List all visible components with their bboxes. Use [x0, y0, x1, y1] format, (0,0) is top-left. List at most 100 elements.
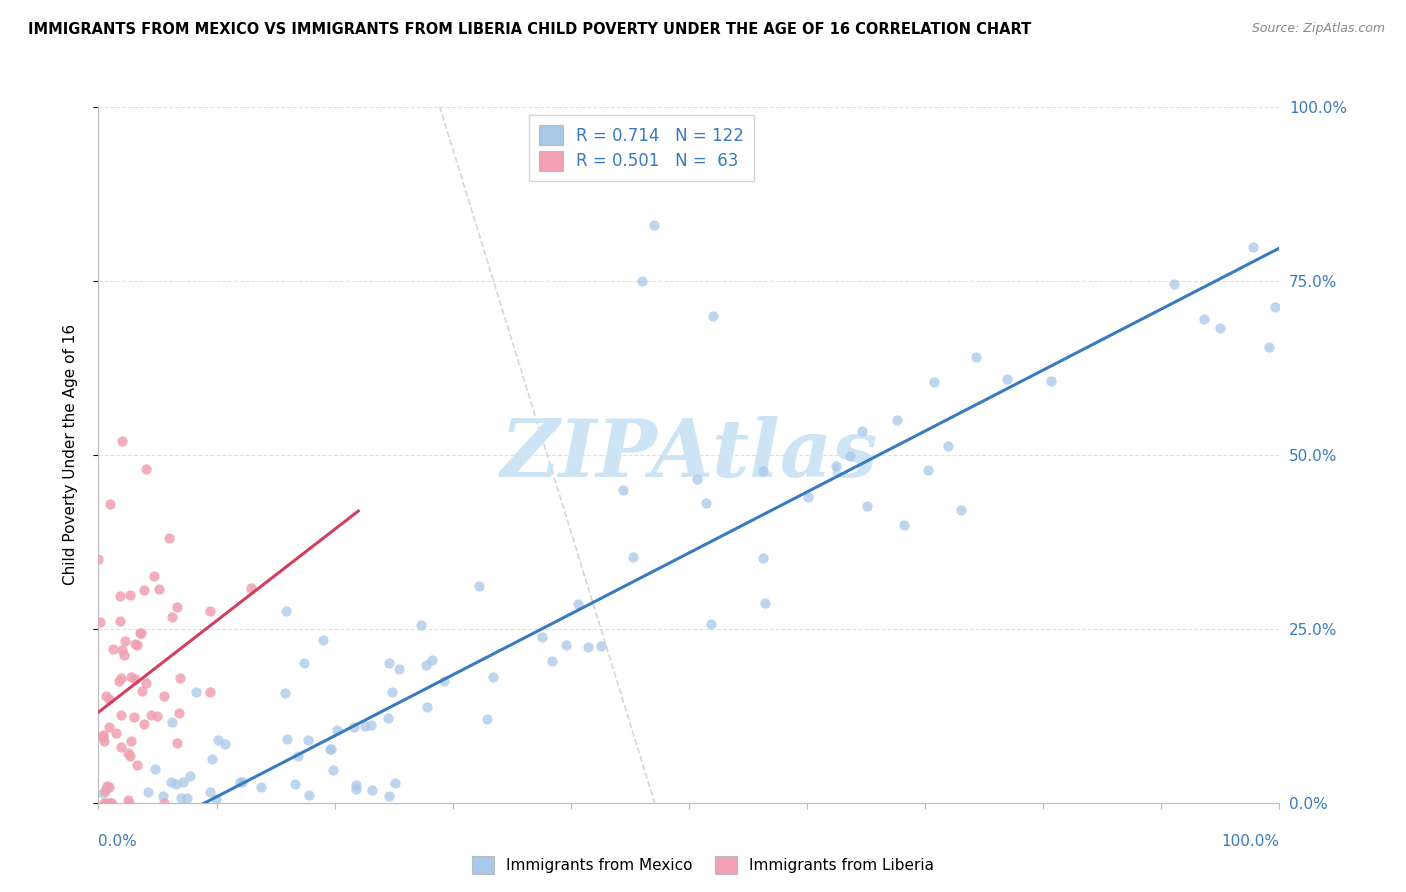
Point	[965, 350, 987, 364]
Point	[201, 752, 224, 766]
Point	[100, 796, 122, 810]
Point	[134, 716, 156, 731]
Point	[381, 684, 404, 698]
Point	[886, 412, 908, 426]
Point	[1264, 300, 1286, 314]
Point	[114, 837, 136, 851]
Point	[287, 749, 309, 764]
Point	[630, 274, 652, 288]
Point	[197, 874, 219, 888]
Point	[247, 814, 270, 829]
Point	[111, 643, 134, 657]
Point	[415, 657, 437, 672]
Text: 0.0%: 0.0%	[98, 834, 138, 849]
Point	[97, 780, 120, 794]
Point	[124, 637, 146, 651]
Point	[274, 686, 297, 700]
Point	[166, 736, 188, 750]
Y-axis label: Child Poverty Under the Age of 16: Child Poverty Under the Age of 16	[63, 325, 77, 585]
Point	[917, 463, 939, 477]
Point	[250, 780, 273, 795]
Legend: Immigrants from Mexico, Immigrants from Liberia: Immigrants from Mexico, Immigrants from …	[465, 850, 941, 880]
Point	[752, 550, 775, 565]
Point	[112, 648, 135, 662]
Point	[132, 583, 155, 598]
Point	[96, 780, 118, 795]
Point	[135, 676, 157, 690]
Point	[129, 626, 152, 640]
Point	[377, 711, 399, 725]
Point	[686, 472, 709, 486]
Point	[87, 552, 110, 566]
Point	[129, 626, 152, 640]
Point	[591, 639, 613, 653]
Point	[1192, 312, 1215, 326]
Point	[120, 670, 142, 684]
Point	[378, 656, 401, 670]
Point	[174, 838, 197, 852]
Point	[322, 763, 344, 777]
Text: IMMIGRANTS FROM MEXICO VS IMMIGRANTS FROM LIBERIA CHILD POVERTY UNDER THE AGE OF: IMMIGRANTS FROM MEXICO VS IMMIGRANTS FRO…	[28, 22, 1032, 37]
Point	[125, 758, 148, 772]
Point	[117, 746, 139, 760]
Point	[754, 596, 776, 610]
Point	[157, 532, 180, 546]
Point	[240, 581, 263, 595]
Point	[217, 832, 239, 847]
Point	[96, 797, 118, 811]
Point	[360, 782, 382, 797]
Point	[578, 640, 600, 654]
Point	[856, 500, 879, 514]
Point	[110, 671, 132, 685]
Point	[89, 615, 111, 630]
Point	[482, 670, 505, 684]
Point	[153, 689, 176, 703]
Point	[567, 597, 589, 611]
Point	[160, 715, 183, 730]
Point	[120, 588, 142, 602]
Point	[1209, 320, 1232, 334]
Point	[166, 599, 188, 614]
Point	[825, 458, 848, 473]
Point	[643, 219, 665, 233]
Point	[138, 830, 160, 845]
Point	[118, 748, 141, 763]
Point	[312, 632, 335, 647]
Point	[135, 462, 157, 476]
Point	[93, 734, 115, 748]
Point	[108, 614, 131, 628]
Point	[353, 719, 375, 733]
Point	[136, 785, 159, 799]
Point	[796, 490, 818, 504]
Point	[224, 808, 246, 822]
Point	[143, 762, 166, 776]
Point	[93, 796, 115, 810]
Point	[388, 661, 411, 675]
Point	[409, 618, 432, 632]
Point	[111, 434, 134, 448]
Point	[995, 372, 1018, 386]
Point	[93, 857, 115, 871]
Point	[160, 610, 183, 624]
Point	[205, 792, 228, 806]
Point	[107, 673, 129, 688]
Point	[165, 777, 187, 791]
Point	[377, 789, 399, 803]
Point	[110, 739, 132, 754]
Point	[541, 654, 564, 668]
Point	[117, 793, 139, 807]
Point	[146, 709, 169, 723]
Point	[148, 582, 170, 596]
Point	[108, 589, 131, 603]
Point	[198, 604, 221, 618]
Point	[319, 742, 342, 756]
Point	[170, 791, 193, 805]
Point	[214, 738, 236, 752]
Point	[152, 796, 174, 810]
Point	[139, 707, 162, 722]
Point	[167, 706, 190, 720]
Point	[110, 708, 132, 723]
Point	[127, 638, 149, 652]
Point	[179, 768, 201, 782]
Point	[205, 829, 228, 843]
